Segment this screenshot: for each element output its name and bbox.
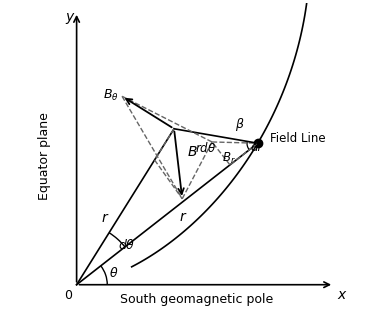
Text: 0: 0 <box>64 289 72 302</box>
Text: $d\theta$: $d\theta$ <box>118 238 135 252</box>
Text: Equator plane: Equator plane <box>38 112 51 200</box>
Text: y: y <box>65 10 74 24</box>
Text: $B_r$: $B_r$ <box>222 151 236 166</box>
Text: dr: dr <box>250 141 262 154</box>
Text: South geomagnetic pole: South geomagnetic pole <box>119 293 273 306</box>
Text: B: B <box>187 145 197 159</box>
Text: $rd\theta$: $rd\theta$ <box>195 141 216 155</box>
Text: $B_\theta$: $B_\theta$ <box>103 88 119 104</box>
Text: r: r <box>179 210 185 224</box>
Text: $\beta$: $\beta$ <box>235 116 244 133</box>
Text: Field Line: Field Line <box>270 132 326 145</box>
Text: x: x <box>337 288 345 302</box>
Text: $\theta$: $\theta$ <box>109 266 118 280</box>
Text: r: r <box>101 212 107 225</box>
